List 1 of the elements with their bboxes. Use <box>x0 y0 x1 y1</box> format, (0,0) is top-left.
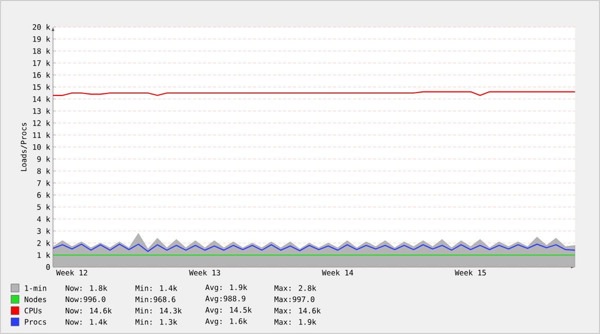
line-series <box>52 244 576 252</box>
